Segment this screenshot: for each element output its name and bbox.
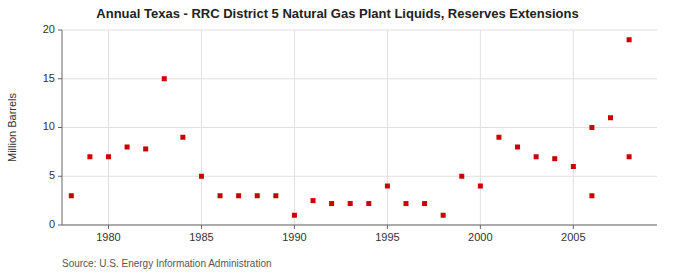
y-tick-label: 0	[49, 218, 55, 230]
point	[348, 201, 353, 206]
points	[69, 37, 632, 218]
point	[366, 201, 371, 206]
point	[403, 201, 408, 206]
point	[292, 213, 297, 218]
grid-line-y	[62, 225, 657, 226]
y-tick-label: 20	[43, 23, 55, 35]
grid	[62, 30, 657, 225]
x-tick	[294, 225, 295, 229]
point	[162, 76, 167, 81]
point	[125, 145, 130, 150]
point	[571, 164, 576, 169]
source-note: Source: U.S. Energy Information Administ…	[62, 258, 272, 269]
point	[627, 37, 632, 42]
grid-line-y	[62, 127, 657, 128]
point	[441, 213, 446, 218]
grid-line-x	[480, 30, 481, 225]
point	[589, 193, 594, 198]
chart: 0 5 10 15 20 1980 1985 1990 1995 2000 2005 Annual T…	[0, 0, 675, 275]
x-tick	[573, 225, 574, 229]
grid-line-x	[387, 30, 388, 225]
x-tick	[108, 225, 109, 229]
point	[199, 174, 204, 179]
grid-line-x	[573, 30, 574, 225]
point	[496, 135, 501, 140]
x-tick-label: 1990	[282, 231, 306, 243]
point	[180, 135, 185, 140]
point	[385, 184, 390, 189]
grid-line-x	[108, 30, 109, 225]
point	[255, 193, 260, 198]
y-tick	[58, 78, 62, 79]
y-tick	[58, 225, 62, 226]
y-tick	[58, 127, 62, 128]
x-axis-line	[62, 225, 657, 226]
point	[218, 193, 223, 198]
point	[273, 193, 278, 198]
point	[87, 154, 92, 159]
axes: 0 5 10 15 20 1980 1985 1990 1995 2000 2005	[43, 23, 657, 243]
y-tick	[58, 176, 62, 177]
point	[311, 198, 316, 203]
point	[627, 154, 632, 159]
y-axis-label: Million Barrels	[6, 92, 18, 162]
x-tick	[480, 225, 481, 229]
x-tick	[387, 225, 388, 229]
series	[69, 76, 632, 218]
point	[422, 201, 427, 206]
grid-line-y	[62, 78, 657, 79]
point	[69, 193, 74, 198]
y-tick	[58, 30, 62, 31]
point	[459, 174, 464, 179]
grid-line-y	[62, 176, 657, 177]
y-tick-label: 15	[43, 72, 55, 84]
point	[143, 146, 148, 151]
x-tick-label: 1980	[96, 231, 120, 243]
x-tick-label: 1995	[375, 231, 399, 243]
point	[534, 154, 539, 159]
x-tick	[201, 225, 202, 229]
title: Annual Texas - RRC District 5 Natural Ga…	[96, 6, 578, 21]
point	[106, 154, 111, 159]
series	[589, 37, 631, 130]
point	[236, 193, 241, 198]
point	[329, 201, 334, 206]
x-tick-label: 1985	[189, 231, 213, 243]
y-tick-label: 10	[43, 120, 55, 132]
point	[589, 125, 594, 130]
grid-line-x	[294, 30, 295, 225]
x-tick-label: 2005	[561, 231, 585, 243]
grid-line-x	[201, 30, 202, 225]
point	[515, 145, 520, 150]
grid-line-y	[62, 30, 657, 31]
point	[552, 156, 557, 161]
y-tick-label: 5	[49, 169, 55, 181]
point	[608, 115, 613, 120]
point	[478, 184, 483, 189]
x-tick-label: 2000	[468, 231, 492, 243]
